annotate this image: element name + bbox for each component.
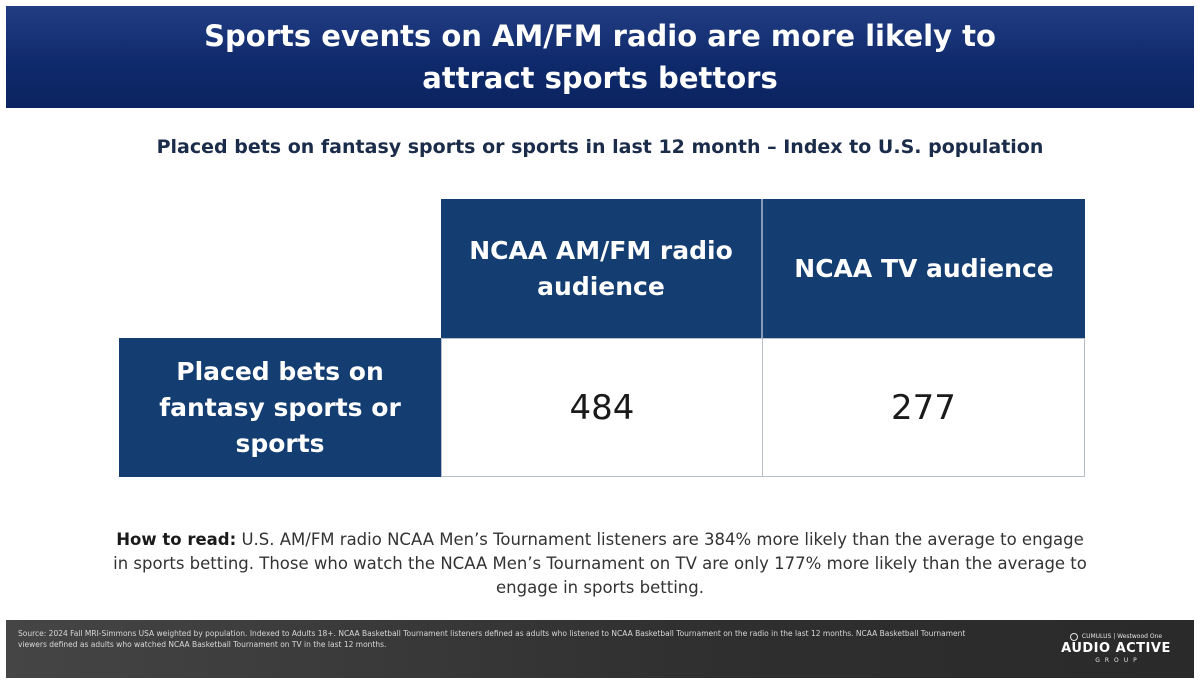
title-banner: Sports events on AM/FM radio are more li… <box>6 6 1194 108</box>
audio-active-group-logo: CUMULUS | Westwood One AUDIO ACTIVE GROU… <box>1056 626 1176 672</box>
page-title: Sports events on AM/FM radio are more li… <box>204 19 996 95</box>
value-radio-audience: 484 <box>441 338 763 477</box>
column-divider <box>761 199 763 338</box>
row-header-placed-bets: Placed bets on fantasy sports or sports <box>119 338 441 477</box>
column-header-tv: NCAA TV audience <box>763 199 1085 338</box>
logo-sub-text: GROUP <box>1095 657 1142 664</box>
index-table: NCAA AM/FM radio audience NCAA TV audien… <box>119 199 1085 477</box>
cumulus-mark-icon <box>1069 633 1078 641</box>
how-to-read-text: U.S. AM/FM radio NCAA Men’s Tournament l… <box>113 530 1087 597</box>
table-subtitle: Placed bets on fantasy sports or sports … <box>156 136 1044 158</box>
logo-main-text: AUDIO ACTIVE <box>1061 641 1171 656</box>
how-to-read-note: How to read: U.S. AM/FM radio NCAA Men’s… <box>110 528 1090 600</box>
value-tv-audience: 277 <box>762 338 1085 477</box>
how-to-read-lead: How to read: <box>116 530 237 549</box>
logo-partners-text: CUMULUS | Westwood One <box>1081 633 1163 640</box>
logo-partners: CUMULUS | Westwood One <box>1069 633 1163 641</box>
source-note: Source: 2024 Fall MRI-Simmons USA weight… <box>18 629 966 649</box>
footer-bar: Source: 2024 Fall MRI-Simmons USA weight… <box>6 620 1194 678</box>
column-header-radio: NCAA AM/FM radio audience <box>441 199 761 338</box>
